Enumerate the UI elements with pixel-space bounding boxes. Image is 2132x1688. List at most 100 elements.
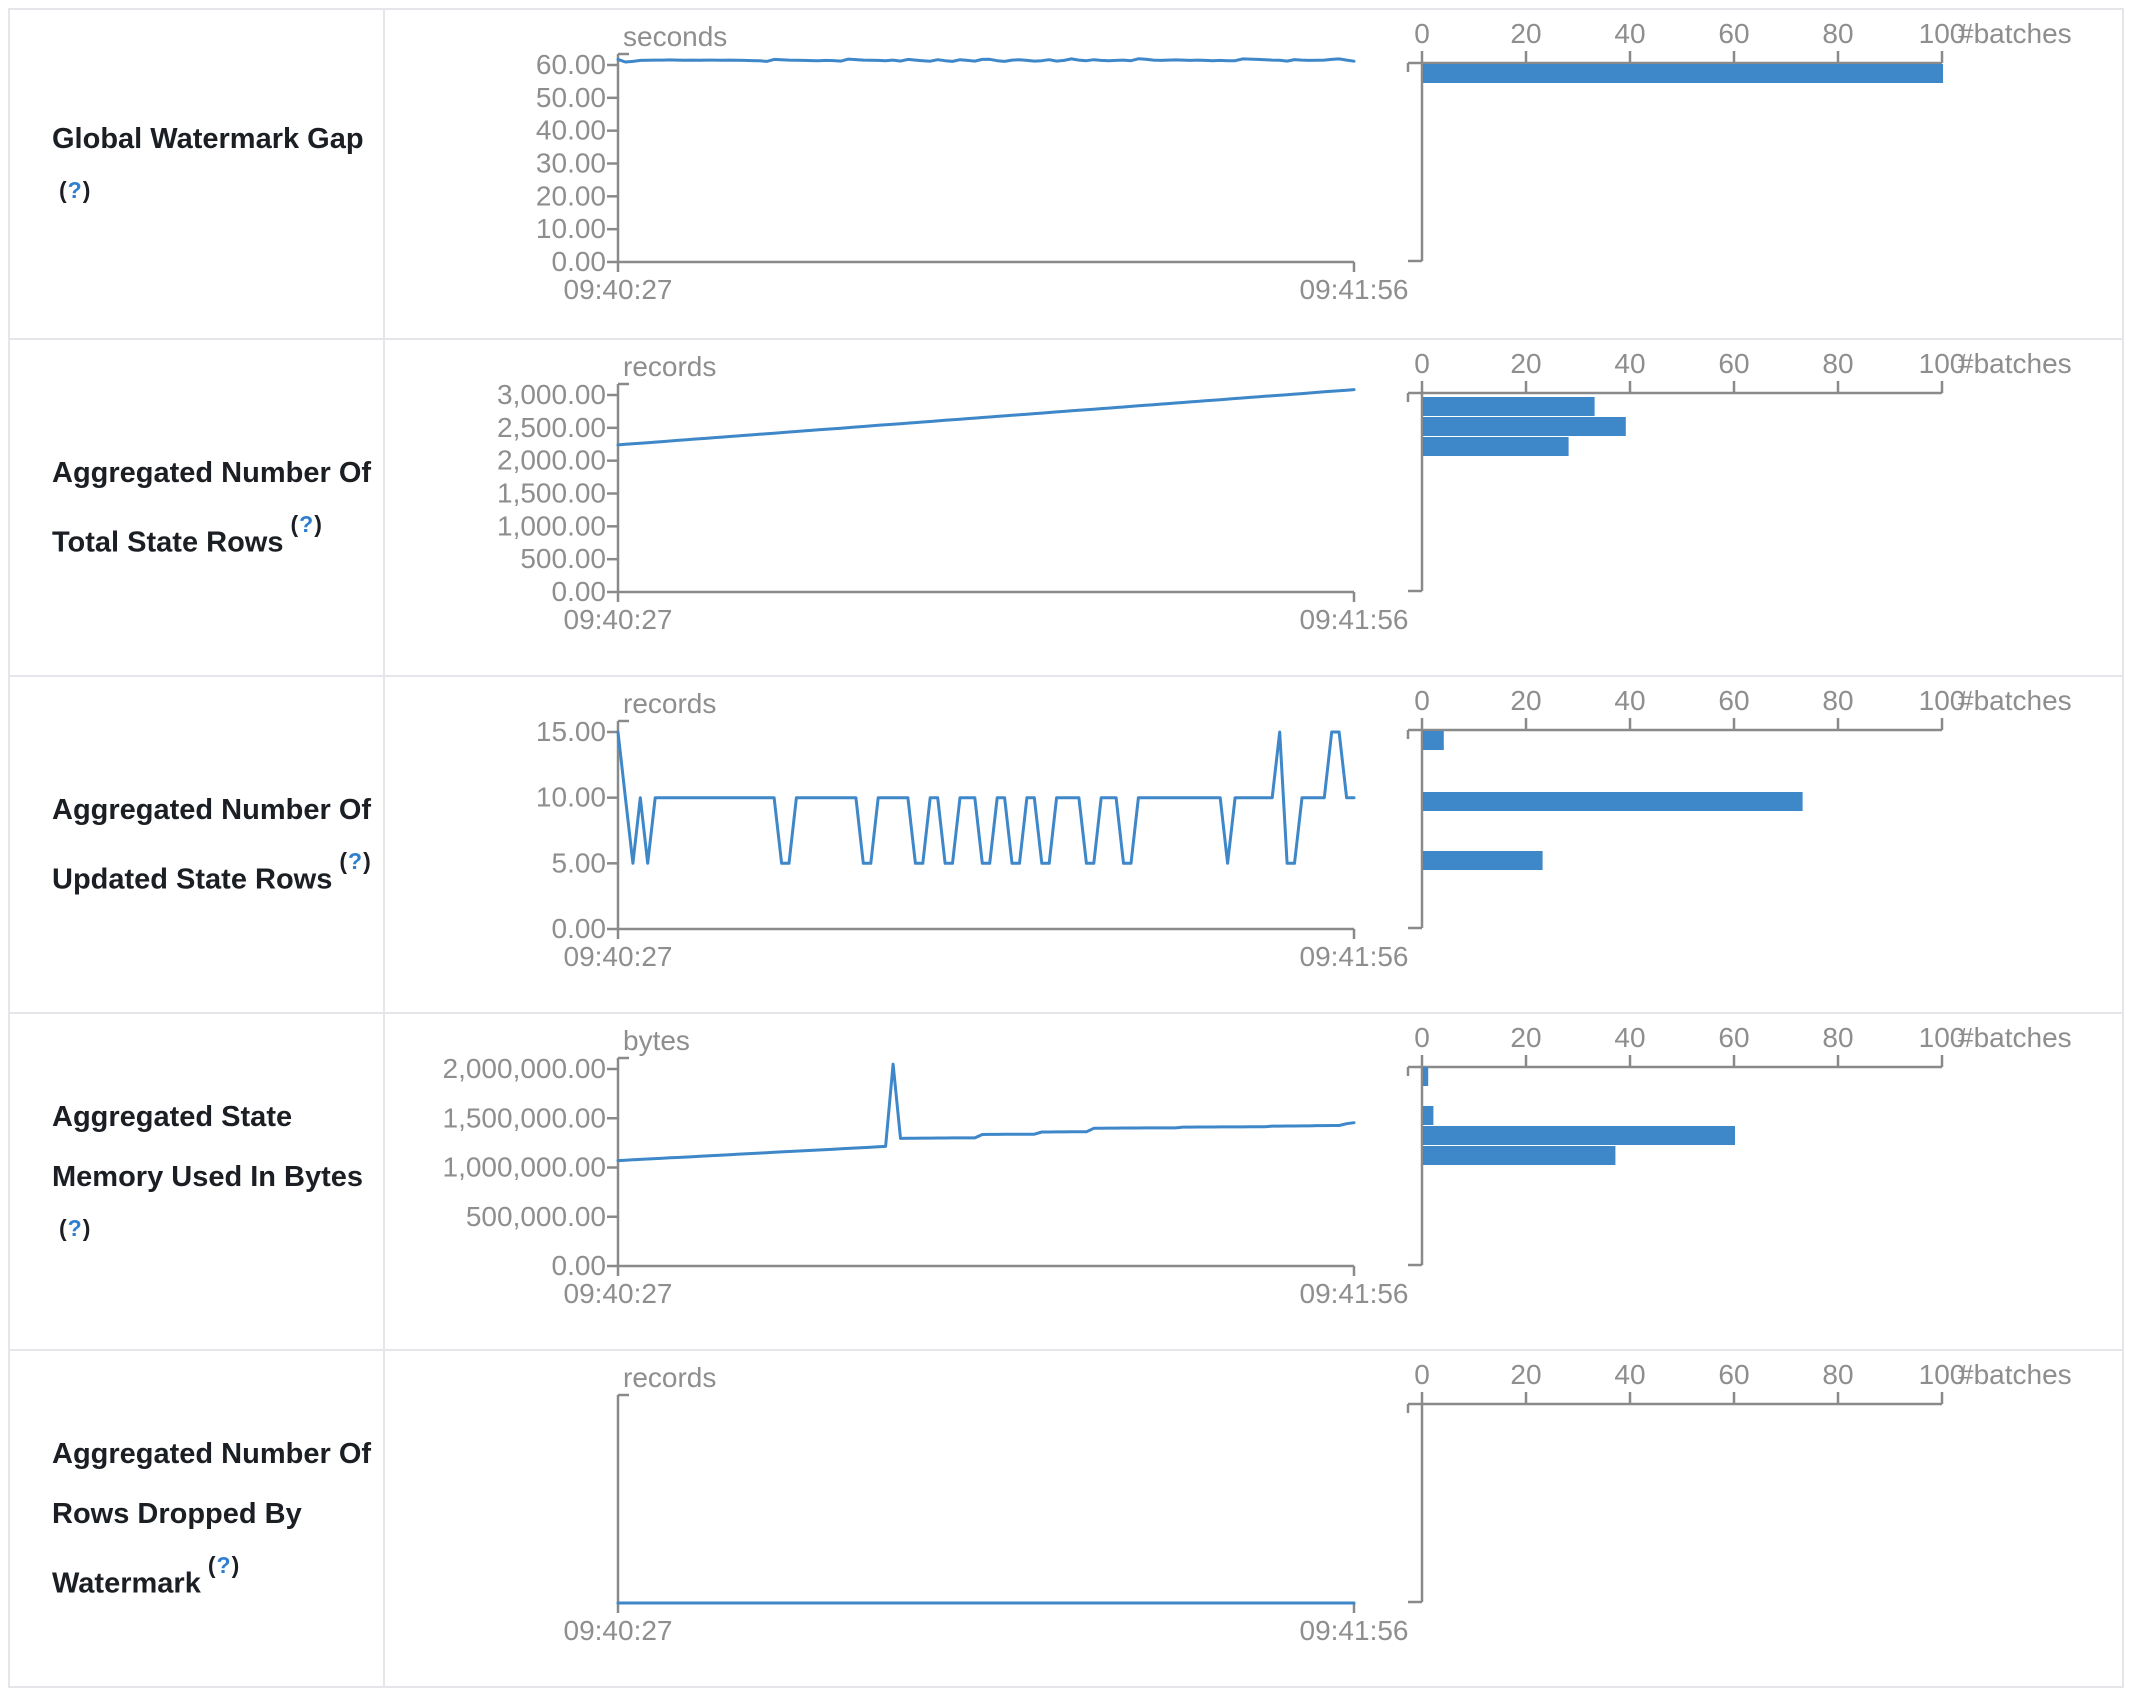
histogram-axis-label: #batches xyxy=(1958,1359,2072,1390)
help-paren-open: ( xyxy=(290,510,300,537)
help-paren-open: ( xyxy=(59,177,68,204)
help-link[interactable]: (?) xyxy=(291,511,323,537)
y-tick-label: 1,500,000.00 xyxy=(443,1102,607,1133)
y-tick-label: 2,000,000.00 xyxy=(443,1053,607,1084)
histogram-x-tick-label: 40 xyxy=(1614,18,1645,49)
metric-label-line: (?) xyxy=(52,169,373,239)
metric-label-text: Total State Rows xyxy=(52,526,284,559)
histogram-x-tick-label: 20 xyxy=(1510,18,1541,49)
x-axis-time-label: 09:41:56 xyxy=(1300,1278,1409,1309)
metric-label-text: Aggregated Number Of xyxy=(52,1437,372,1470)
histogram-x-tick-label: 0 xyxy=(1414,1022,1430,1053)
help-paren-close: ) xyxy=(82,177,92,204)
histogram-x-tick-label: 20 xyxy=(1510,1022,1541,1053)
x-axis-time-label: 09:41:56 xyxy=(1300,1615,1409,1646)
histogram-bar xyxy=(1423,851,1543,870)
help-paren-close: ) xyxy=(231,1551,241,1578)
histogram-x-tick-label: 40 xyxy=(1614,1359,1645,1390)
metric-label-line: Watermark (?) xyxy=(52,1544,373,1614)
y-tick-label: 15.00 xyxy=(536,716,606,747)
metric-label-text: Aggregated Number Of xyxy=(52,456,372,489)
metric-label-line: Rows Dropped By xyxy=(52,1484,373,1544)
timeline-chart: records 09:40:27 09:41:56 xyxy=(564,1362,1409,1646)
metric-label-text: Watermark xyxy=(52,1567,201,1600)
histogram-bar xyxy=(1423,1146,1616,1165)
histogram-chart: 0 20 40 60 80 100#batches xyxy=(1406,1022,2072,1267)
y-tick-label: 5.00 xyxy=(552,847,607,878)
histogram-x-tick-label: 40 xyxy=(1614,348,1645,379)
x-axis-time-label: 09:40:27 xyxy=(564,1615,673,1646)
help-link[interactable]: (?) xyxy=(59,177,91,203)
y-tick-label: 1,000,000.00 xyxy=(443,1152,607,1183)
metric-row: Aggregated Number Of Total State Rows(?) r… xyxy=(10,338,2122,675)
y-tick-label: 500,000.00 xyxy=(466,1201,606,1232)
histogram-x-tick-label: 60 xyxy=(1718,18,1749,49)
chart-cell: records 09:40:27 09:41:56 0 20 40 60 80 100 #batc… xyxy=(385,1351,2122,1686)
histogram-x-tick-label: 80 xyxy=(1822,348,1853,379)
y-tick-label: 3,000.00 xyxy=(497,379,606,410)
timeline-chart: records 3,000.002,500.002,000.001,500.001… xyxy=(497,351,1409,635)
histogram-x-tick-label: 40 xyxy=(1614,685,1645,716)
y-tick-label: 2,500.00 xyxy=(497,412,606,443)
metric-label-line: Aggregated Number Of xyxy=(52,1424,373,1484)
metric-label-cell: Aggregated Number Of Total State Rows (?) xyxy=(10,340,385,675)
x-axis-time-label: 09:40:27 xyxy=(564,604,673,635)
metric-label-cell: Aggregated State Memory Used In Bytes (?) xyxy=(10,1014,385,1349)
chart-unit-label: bytes xyxy=(623,1025,690,1056)
x-axis-time-label: 09:41:56 xyxy=(1300,604,1409,635)
metric-label-line: Memory Used In Bytes xyxy=(52,1147,373,1207)
charts-svg: bytes 2,000,000.00 1,500,000.00 1,000,000.0… xyxy=(443,1022,2072,1309)
histogram-bar xyxy=(1423,417,1626,436)
metric-line xyxy=(616,730,1356,865)
histogram-x-tick-label: 60 xyxy=(1718,1359,1749,1390)
help-link[interactable]: (?) xyxy=(339,848,371,874)
histogram-x-tick-label: 100 xyxy=(1919,685,1966,716)
metric-label-cell: Aggregated Number Of Rows Dropped By Water… xyxy=(10,1351,385,1686)
chart-unit-label: records xyxy=(623,1362,716,1393)
help-paren-close: ) xyxy=(314,510,323,537)
histogram-bar xyxy=(1423,397,1595,416)
y-tick-label: 500.00 xyxy=(520,543,606,574)
metric-line xyxy=(616,57,1356,64)
x-axis-time-label: 09:40:27 xyxy=(564,1278,673,1309)
y-tick-label: 20.00 xyxy=(536,180,606,211)
histogram-bar xyxy=(1423,1106,1434,1125)
histogram-axis-label: #batches xyxy=(1958,348,2072,379)
y-tick-label: 10.00 xyxy=(536,782,606,813)
metric-row: Aggregated State Memory Used In Bytes (?) b… xyxy=(10,1012,2122,1349)
chart-cell: records 3,000.00 2,500.00 2,000.00 1,500.00 1… xyxy=(385,340,2122,675)
histogram-x-tick-label: 60 xyxy=(1718,348,1749,379)
y-tick-label: 1,000.00 xyxy=(497,510,606,541)
help-link[interactable]: (?) xyxy=(59,1215,91,1241)
help-paren-close: ) xyxy=(363,847,372,874)
charts-svg: seconds 60.0050.0040.0030.0020.0010.000.0… xyxy=(536,18,2072,305)
metric-label-cell: Global Watermark Gap (?) xyxy=(10,10,385,338)
y-tick-label: 0.00 xyxy=(552,1250,607,1281)
metric-label-text: Aggregated Number Of xyxy=(52,793,372,826)
histogram-x-tick-label: 40 xyxy=(1614,1022,1645,1053)
metric-label-text: Rows Dropped By xyxy=(52,1497,302,1530)
metric-label-line: Global Watermark Gap xyxy=(52,109,373,169)
metric-label-text: Global Watermark Gap xyxy=(52,123,364,156)
chart-cell: seconds 60.00 50.00 40.00 30.00 20.00 10.00 0.0… xyxy=(385,10,2122,338)
histogram-axis-label: #batches xyxy=(1958,18,2072,49)
histogram-chart: 0 20 40 60 80 100#batches xyxy=(1406,685,2072,930)
y-tick-label: 0.00 xyxy=(552,576,607,607)
histogram-x-tick-label: 0 xyxy=(1414,685,1430,716)
histogram-x-tick-label: 80 xyxy=(1822,1022,1853,1053)
metric-row: Global Watermark Gap (?) seconds 60.00 50.00… xyxy=(10,10,2122,338)
charts-svg: records3,000.002,500.002,000.001,500.001… xyxy=(497,348,2072,635)
x-axis-time-label: 09:40:27 xyxy=(564,941,673,972)
charts-svg: records 09:40:27 09:41:56 0 20 40 60 80 100#batc… xyxy=(564,1359,2072,1646)
metric-label-line: (?) xyxy=(52,1207,373,1277)
chart-cell: records 15.00 10.00 5.00 0.00 09:40:27 09:41:5… xyxy=(385,677,2122,1012)
x-axis-time-label: 09:40:27 xyxy=(564,274,673,305)
help-link[interactable]: (?) xyxy=(208,1552,240,1578)
y-tick-label: 0.00 xyxy=(552,246,607,277)
metric-row: Aggregated Number Of Updated State Rows(?… xyxy=(10,675,2122,1012)
metric-line xyxy=(616,1062,1356,1163)
metric-label-cell: Aggregated Number Of Updated State Rows(?… xyxy=(10,677,385,1012)
histogram-x-tick-label: 80 xyxy=(1822,18,1853,49)
histogram-axis-label: #batches xyxy=(1958,685,2072,716)
